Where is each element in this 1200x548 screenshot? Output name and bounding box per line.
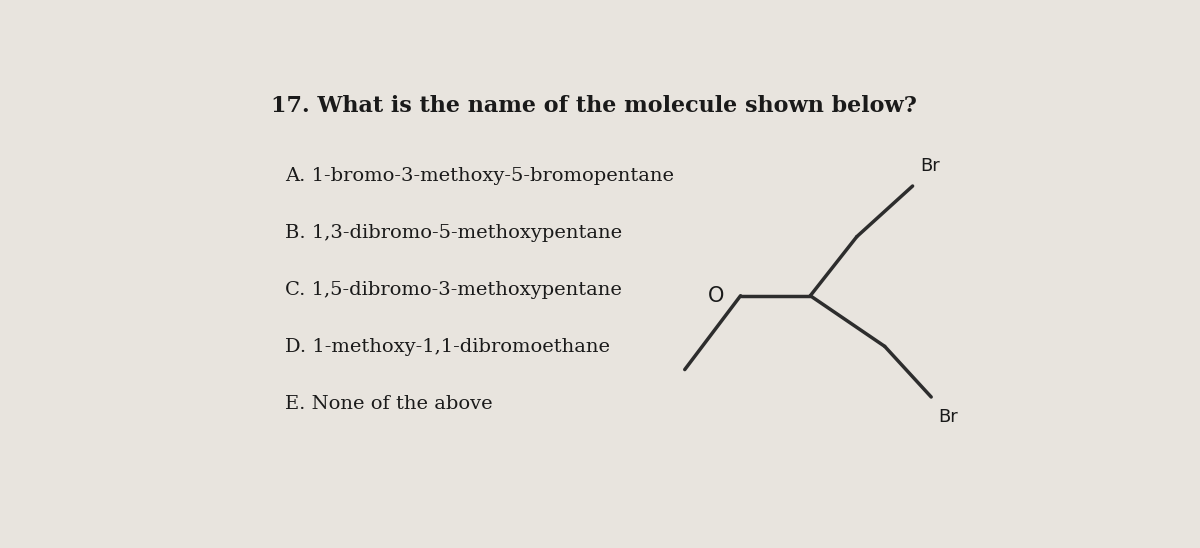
- Text: B. 1,3-dibromo-5-methoxypentane: B. 1,3-dibromo-5-methoxypentane: [284, 224, 622, 242]
- Text: Br: Br: [920, 157, 940, 175]
- Text: Br: Br: [938, 408, 959, 426]
- Text: D. 1-methoxy-1,1-dibromoethane: D. 1-methoxy-1,1-dibromoethane: [284, 338, 610, 356]
- Text: O: O: [708, 286, 724, 306]
- Text: A. 1-bromo-3-methoxy-5-bromopentane: A. 1-bromo-3-methoxy-5-bromopentane: [284, 167, 674, 185]
- Text: E. None of the above: E. None of the above: [284, 395, 492, 413]
- Text: C. 1,5-dibromo-3-methoxypentane: C. 1,5-dibromo-3-methoxypentane: [284, 281, 622, 299]
- Text: 17. What is the name of the molecule shown below?: 17. What is the name of the molecule sho…: [271, 95, 917, 117]
